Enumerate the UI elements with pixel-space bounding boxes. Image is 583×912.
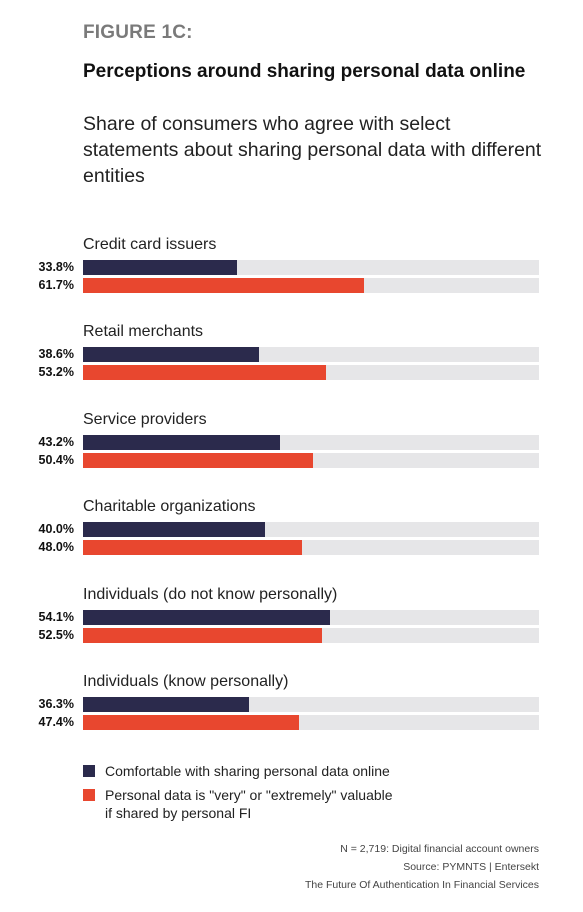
source-note: Source: PYMNTS | Entersekt: [403, 861, 539, 873]
bar-valuable: [83, 540, 302, 556]
bar-valuable: [83, 452, 313, 468]
bar-value-label: 47.4%: [38, 715, 74, 729]
bar-value-label: 61.7%: [38, 278, 74, 292]
bar-comfortable: [83, 434, 280, 450]
category-label: Retail merchants: [83, 323, 204, 341]
bar-comfortable: [83, 347, 260, 363]
bar-comfortable: [83, 609, 330, 625]
chart-subtitle: Share of consumers who agree with select…: [83, 113, 542, 187]
bar-valuable: [83, 365, 326, 381]
bar-value-label: 33.8%: [38, 260, 74, 274]
legend-swatch-comfortable: [83, 765, 95, 777]
category-label: Individuals (do not know personally): [83, 585, 338, 603]
bar-value-label: 38.6%: [38, 347, 74, 362]
legend-swatch-valuable: [83, 789, 95, 801]
bar-comfortable: [83, 522, 266, 538]
bar-value-label: 50.4%: [38, 452, 74, 467]
category-label: Service providers: [83, 410, 207, 428]
chart-title: Perceptions around sharing personal data…: [83, 61, 526, 82]
bar-value-label: 43.2%: [38, 434, 74, 449]
bar-valuable: [83, 278, 365, 293]
bar-valuable: [83, 627, 323, 643]
legend-label-valuable: Personal data is "very" or "extremely" v…: [105, 787, 393, 821]
category-label: Credit card issuers: [83, 236, 217, 253]
category-label: Individuals (know personally): [83, 673, 289, 690]
bar-value-label: 48.0%: [38, 540, 74, 555]
category-label: Charitable organizations: [83, 498, 256, 516]
bar-value-label: 53.2%: [38, 365, 74, 380]
bar-comfortable: [83, 260, 238, 275]
legend-label-comfortable: Comfortable with sharing personal data o…: [105, 763, 390, 779]
report-title-note: The Future Of Authentication In Financia…: [304, 879, 539, 891]
bar-value-label: 36.3%: [38, 697, 74, 711]
figure-label: FIGURE 1C:: [83, 22, 193, 43]
bar-value-label: 54.1%: [38, 609, 74, 624]
bar-value-label: 52.5%: [38, 627, 74, 642]
bar-comfortable: [83, 697, 249, 712]
bar-value-label: 40.0%: [38, 522, 74, 537]
sample-size-note: N = 2,719: Digital financial account own…: [340, 843, 539, 855]
bar-valuable: [83, 715, 300, 730]
